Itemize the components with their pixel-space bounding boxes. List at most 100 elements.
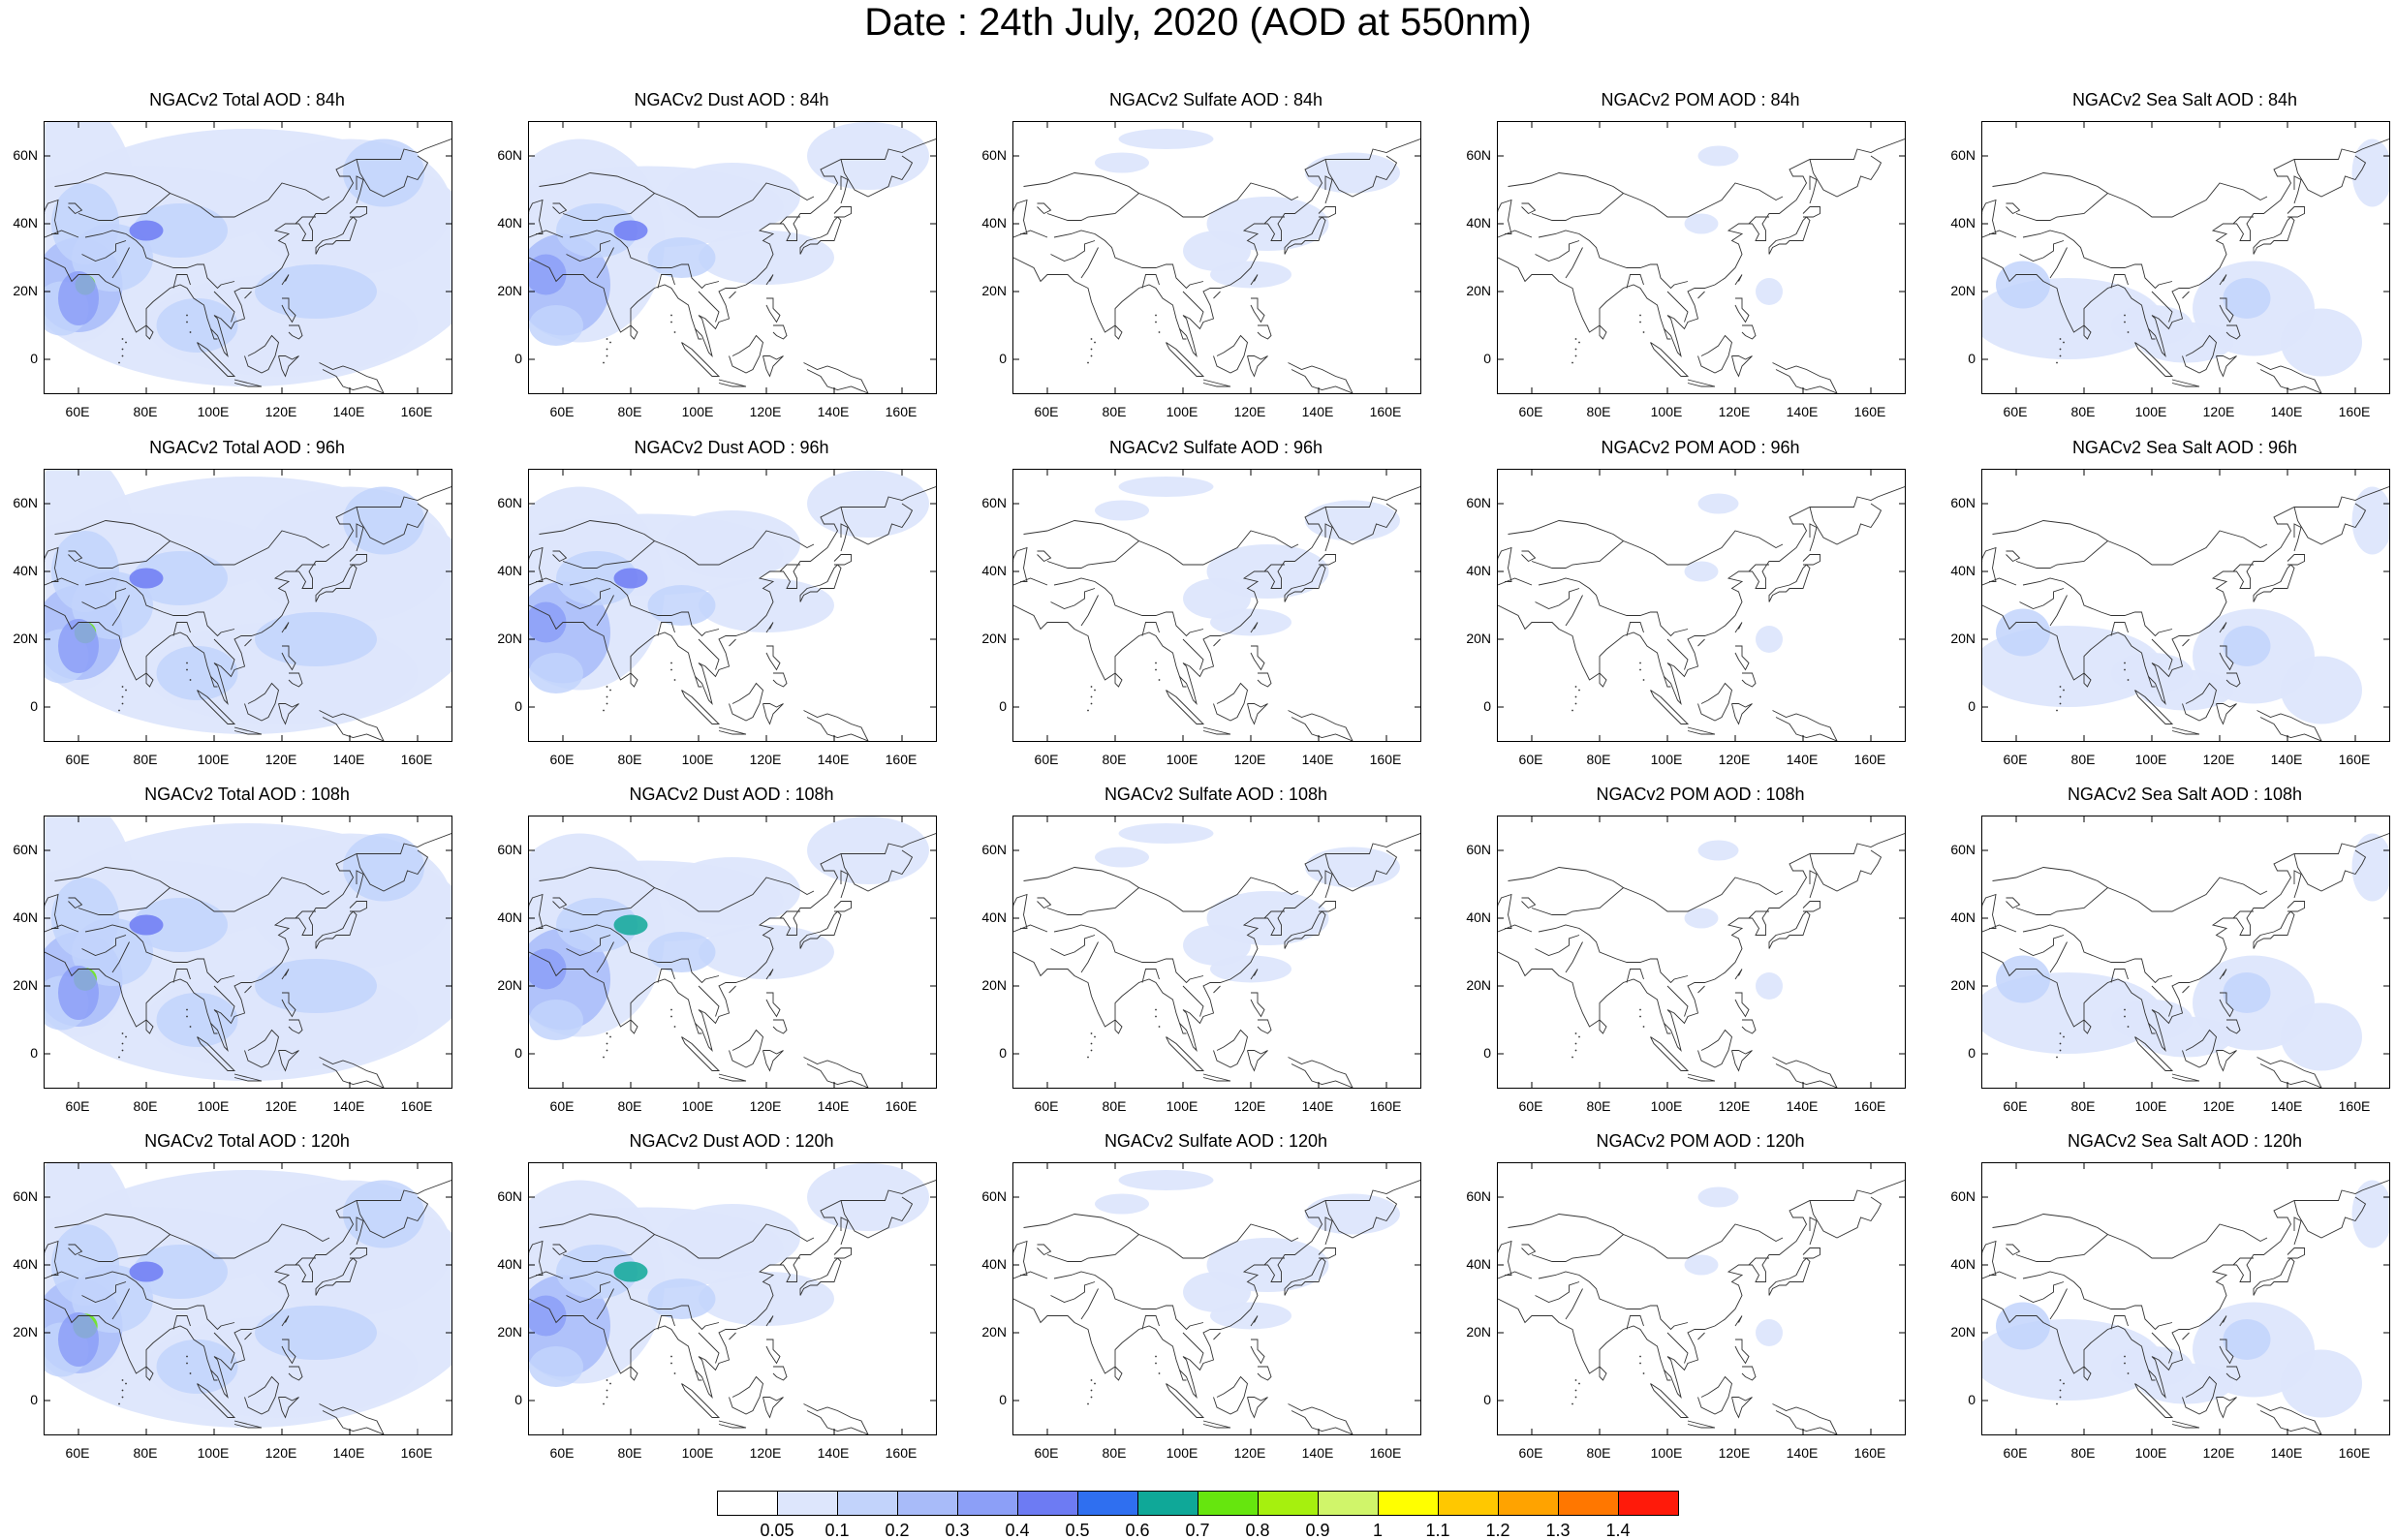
- island: [2059, 1389, 2062, 1392]
- island: [2124, 314, 2126, 317]
- coastline: [695, 676, 702, 688]
- lon-tick-label: 140E: [817, 752, 850, 767]
- coastline: [1141, 969, 1160, 983]
- coastline: [1664, 1023, 1671, 1034]
- lat-tick-label: 60N: [497, 147, 522, 163]
- island: [1574, 348, 1577, 351]
- coastline: [1288, 1057, 1354, 1088]
- island: [1090, 348, 1093, 351]
- coastline: [1982, 1180, 2389, 1399]
- coastline: [765, 1339, 781, 1365]
- coastline: [718, 1420, 747, 1429]
- coastline: [2293, 870, 2302, 899]
- lon-tick-label: 80E: [1102, 1098, 1127, 1114]
- coastline: [1498, 924, 1533, 933]
- island: [1574, 1389, 1577, 1392]
- island: [606, 1049, 608, 1052]
- map-frame: [1981, 469, 2390, 742]
- island: [1639, 1015, 1641, 1018]
- coastline: [1731, 703, 1753, 725]
- aod-shading: [58, 271, 99, 325]
- panel-title: NGACv2 Dust AOD : 96h: [634, 438, 829, 457]
- coastline: [84, 230, 235, 290]
- coastline: [1166, 690, 1205, 724]
- lon-tick-label: 80E: [617, 1098, 642, 1114]
- coastline: [1982, 1240, 1997, 1276]
- coastline: [78, 530, 330, 569]
- aod-shading: [2281, 308, 2362, 377]
- aod-shading: [1756, 278, 1783, 305]
- lat-tick-label: 60N: [497, 842, 522, 857]
- panel-title: NGACv2 Dust AOD : 84h: [634, 90, 829, 109]
- coastline: [319, 710, 385, 741]
- coastline: [2083, 1366, 2092, 1381]
- coastline: [172, 1315, 191, 1330]
- lat-tick-label: 0: [1483, 1045, 1491, 1061]
- coastline: [1324, 175, 1333, 204]
- island: [609, 341, 611, 344]
- coastline: [833, 206, 852, 218]
- lon-tick-label: 120E: [264, 1098, 297, 1114]
- lon-tick-label: 140E: [1786, 404, 1819, 419]
- coastline: [233, 1420, 263, 1429]
- aod-shading: [1118, 129, 1214, 149]
- lat-tick-label: 0: [1483, 351, 1491, 366]
- coastline: [281, 1315, 290, 1327]
- coastline: [762, 1397, 784, 1419]
- coastline: [2015, 182, 2268, 221]
- lon-tick-label: 60E: [1034, 752, 1059, 767]
- aod-map: [529, 470, 936, 741]
- coastline: [2293, 1196, 2367, 1239]
- coastline: [172, 274, 191, 289]
- coastline: [566, 935, 611, 956]
- coastline: [2151, 985, 2173, 1017]
- coastline: [1521, 202, 1537, 215]
- island: [186, 1015, 188, 1018]
- map-frame: [44, 121, 452, 394]
- island: [125, 689, 127, 692]
- map-frame: [528, 121, 937, 394]
- island: [603, 1056, 605, 1059]
- coastline: [1050, 588, 1096, 609]
- colorbar-cell: [837, 1491, 898, 1516]
- island: [670, 1362, 672, 1365]
- island: [186, 1362, 188, 1365]
- coastline: [1498, 1240, 1512, 1276]
- coastline: [1213, 682, 1248, 722]
- aod-shading: [1697, 1186, 1739, 1208]
- lat-tick-label: 40N: [13, 215, 38, 231]
- lon-tick-label: 60E: [65, 1098, 90, 1114]
- aod-shading: [255, 612, 377, 666]
- island: [1574, 1032, 1577, 1034]
- coastline: [244, 1375, 279, 1415]
- coastline: [1213, 638, 1221, 647]
- coastline: [1053, 1271, 1204, 1331]
- coastline: [566, 240, 611, 262]
- coastline: [1053, 924, 1204, 984]
- coastline: [1666, 291, 1689, 323]
- coastline: [2019, 1281, 2065, 1303]
- island: [606, 695, 608, 698]
- island: [121, 1032, 124, 1034]
- coastline: [1202, 1073, 1231, 1082]
- map-panel: NGACv2 Total AOD : 96h 60N 40N 20N 0 60E 80E 10…: [13, 438, 452, 798]
- aod-shading: [529, 653, 583, 693]
- lon-tick-label: 100E: [1650, 1098, 1683, 1114]
- island: [670, 314, 672, 317]
- lon-tick-label: 80E: [1102, 404, 1127, 419]
- coastline: [315, 1257, 358, 1296]
- coastline: [1013, 893, 1028, 929]
- coastline: [2219, 969, 2227, 980]
- coastline: [84, 577, 235, 637]
- aod-shading: [133, 1245, 228, 1299]
- coastline: [1535, 1281, 1580, 1303]
- map-frame: [1497, 816, 1906, 1089]
- coastline: [2293, 503, 2367, 545]
- aod-shading: [1305, 152, 1400, 194]
- island: [1639, 1008, 1641, 1011]
- coastline: [45, 199, 59, 234]
- coastline: [1080, 247, 1099, 279]
- lon-tick-label: 60E: [1518, 1445, 1543, 1461]
- island: [1642, 331, 1645, 333]
- aod-shading: [255, 264, 377, 319]
